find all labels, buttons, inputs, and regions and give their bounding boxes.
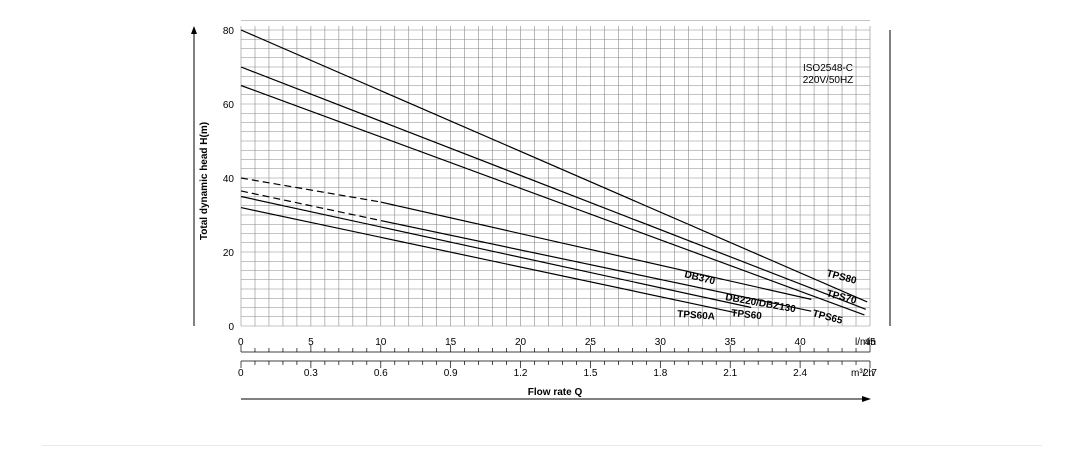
note-line-standard: ISO2548-C: [803, 63, 853, 74]
x-tick-label-m3h: 2.1: [723, 368, 737, 379]
chart-grid: [240, 20, 871, 327]
y-tick-label: 40: [223, 174, 235, 185]
series-lines: [240, 29, 868, 316]
x-tick-label-m3h: 1.8: [653, 368, 667, 379]
series-line-tps80: [240, 29, 868, 303]
x-unit-m3h: m³/ h: [851, 368, 874, 379]
series-line-db220-dbz130-dashed: [240, 190, 381, 222]
series-line-tps60a: [240, 207, 738, 314]
x-tick-label-m3h: 0.6: [374, 368, 388, 379]
x-tick-label-lmin: 45: [864, 337, 876, 348]
series-label-tps65: TPS65: [811, 308, 844, 327]
series-label-tps70: TPS70: [825, 288, 858, 307]
x-tick-label-m3h: 0.9: [444, 368, 458, 379]
y-tick-label: 0: [228, 322, 234, 333]
x-tick-label-m3h: 0.3: [304, 368, 318, 379]
x-tick-label-lmin: 25: [585, 337, 597, 348]
tick-labels: 0 20 40 60 80 0 5 10 15 20 25 30 35 40 45l/min 0 0.3 0.6 0…: [223, 26, 878, 379]
x-tick-label-lmin: 30: [655, 337, 667, 348]
divider-line: [42, 445, 1042, 446]
x-axis-arrow-icon: [862, 396, 871, 402]
x-axis-title: Flow rate Q: [528, 387, 583, 398]
x-tick-label-lmin: 5: [308, 337, 314, 348]
y-axis-title: Total dynamic head H(m): [199, 122, 210, 240]
series-line-tps65: [240, 84, 865, 316]
y-tick-label: 20: [223, 248, 235, 259]
x-tick-label-lmin: 40: [795, 337, 807, 348]
x-tick-label-lmin: 15: [445, 337, 457, 348]
x-tick-label-lmin: 0: [238, 337, 244, 348]
x-tick-label-lmin: 20: [515, 337, 527, 348]
x-tick-label-m3h: 1.5: [583, 368, 597, 379]
test-conditions-note: ISO2548-C 220V/50HZ: [803, 63, 854, 86]
series-line-db370: [380, 201, 812, 300]
x-tick-label-m3h: 1.2: [514, 368, 528, 379]
x-tick-label-lmin: 10: [375, 337, 387, 348]
series-line-tps70: [240, 66, 867, 310]
note-line-power: 220V/50HZ: [803, 75, 854, 86]
series-label-tps60: TPS60: [731, 308, 763, 322]
series-line-tps60: [240, 195, 752, 309]
y-tick-label: 80: [223, 26, 235, 37]
x-tick-label-m3h: 2.4: [793, 368, 807, 379]
x-tick-label-m3h: 0: [238, 368, 244, 379]
y-tick-label: 60: [223, 100, 235, 111]
series-label-tps80: TPS80: [825, 268, 858, 287]
x-unit-lmin: l/min: [855, 337, 876, 348]
series-line-db370-dashed: [240, 177, 381, 203]
series-line-db220-dbz130: [380, 219, 812, 312]
chart-axes: [191, 26, 891, 402]
y-axis-arrow-icon: [191, 26, 197, 34]
x-tick-label-m3h: 2.7: [863, 368, 877, 379]
series-label-tps60a: TPS60A: [677, 309, 715, 323]
x-tick-label-lmin: 35: [725, 337, 737, 348]
